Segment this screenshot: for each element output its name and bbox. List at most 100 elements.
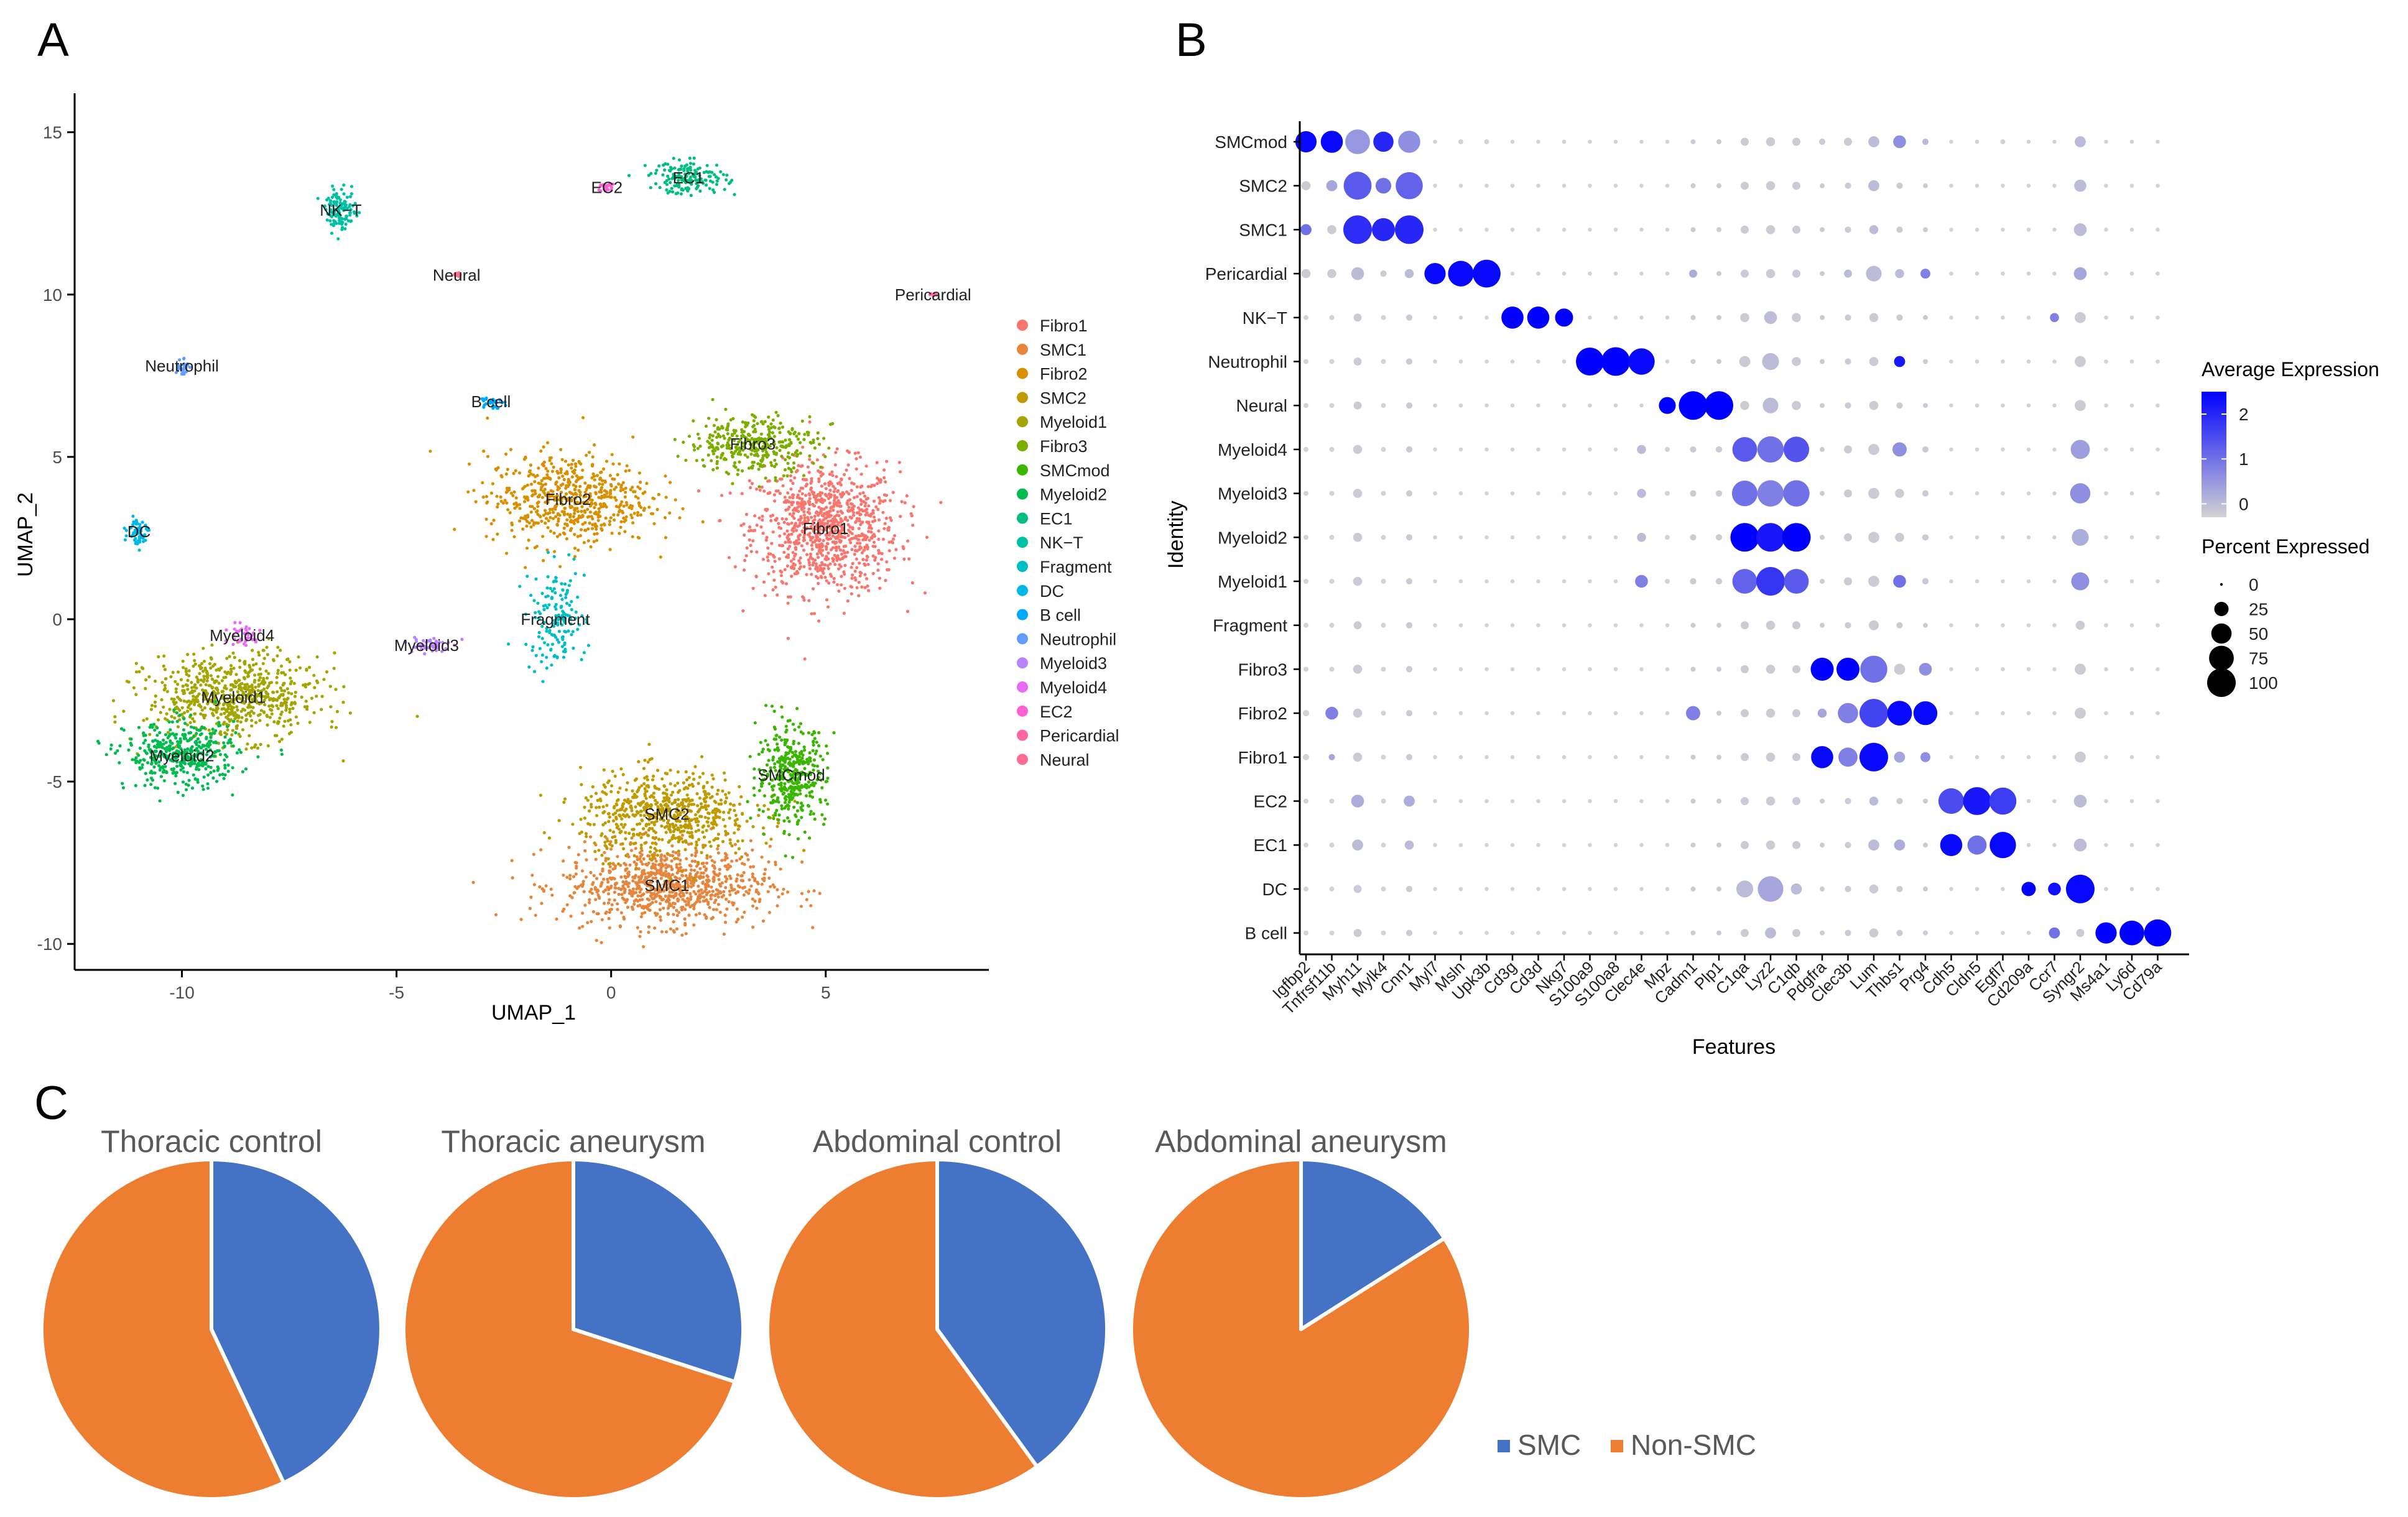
umap-point bbox=[850, 585, 854, 589]
umap-point bbox=[652, 791, 655, 795]
umap-point bbox=[867, 522, 871, 525]
umap-point bbox=[619, 486, 623, 489]
umap-point bbox=[727, 791, 731, 795]
umap-point bbox=[729, 877, 733, 880]
umap-point bbox=[816, 555, 820, 560]
umap-point bbox=[788, 545, 792, 548]
umap-point bbox=[178, 740, 182, 745]
umap-point bbox=[119, 727, 124, 731]
umap-point bbox=[647, 925, 651, 929]
umap-point bbox=[716, 442, 720, 446]
umap-point bbox=[606, 880, 610, 884]
umap-point bbox=[536, 521, 540, 525]
umap-point bbox=[640, 849, 644, 852]
umap-point bbox=[863, 545, 867, 549]
umap-point bbox=[523, 500, 527, 504]
umap-point bbox=[165, 712, 169, 716]
umap-point bbox=[159, 711, 162, 714]
umap-point bbox=[865, 555, 869, 558]
umap-point bbox=[817, 443, 822, 446]
umap-point bbox=[312, 673, 316, 677]
umap-point bbox=[526, 498, 530, 502]
umap-point bbox=[835, 558, 839, 562]
umap-point bbox=[711, 908, 716, 911]
umap-point bbox=[753, 514, 757, 518]
umap-point bbox=[273, 734, 277, 737]
umap-point bbox=[540, 519, 544, 523]
umap-point bbox=[812, 561, 815, 565]
umap-point bbox=[512, 535, 516, 538]
umap-point bbox=[146, 761, 150, 765]
umap-point bbox=[687, 842, 691, 846]
umap-point bbox=[697, 819, 700, 823]
umap-point bbox=[653, 926, 657, 930]
umap-point bbox=[234, 731, 238, 735]
umap-point bbox=[654, 172, 657, 175]
umap-point bbox=[685, 891, 688, 895]
umap-point bbox=[777, 821, 780, 825]
umap-point bbox=[726, 432, 729, 436]
umap-point bbox=[553, 550, 557, 553]
umap-point bbox=[262, 711, 266, 714]
umap-point bbox=[602, 467, 606, 471]
umap-point bbox=[176, 790, 180, 795]
umap-point bbox=[891, 537, 895, 541]
umap-point bbox=[724, 855, 728, 859]
umap-point bbox=[598, 805, 601, 809]
umap-point bbox=[234, 673, 238, 676]
umap-point bbox=[773, 458, 777, 462]
umap-point bbox=[242, 676, 246, 680]
umap-point bbox=[265, 676, 269, 680]
umap-point bbox=[856, 542, 859, 545]
umap-point bbox=[817, 731, 821, 735]
umap-point bbox=[877, 537, 881, 542]
umap-point bbox=[688, 897, 693, 901]
umap-point bbox=[565, 472, 569, 476]
umap-point bbox=[716, 432, 720, 436]
umap-point bbox=[577, 853, 580, 857]
umap-point bbox=[739, 878, 743, 882]
umap-point bbox=[757, 814, 761, 818]
umap-point bbox=[642, 767, 646, 770]
umap-point bbox=[815, 494, 818, 498]
umap-point bbox=[153, 700, 157, 704]
umap-point bbox=[736, 468, 740, 472]
umap-point bbox=[578, 765, 583, 769]
umap-point bbox=[721, 893, 726, 897]
umap-point bbox=[592, 874, 596, 877]
umap-point bbox=[223, 670, 227, 674]
umap-point bbox=[754, 487, 759, 491]
umap-point bbox=[672, 895, 675, 900]
umap-point bbox=[229, 664, 233, 668]
umap-point bbox=[826, 777, 830, 780]
umap-point bbox=[512, 471, 516, 476]
umap-point bbox=[787, 751, 790, 755]
umap-point bbox=[857, 538, 861, 542]
umap-point bbox=[624, 837, 627, 841]
umap-point bbox=[608, 898, 611, 901]
umap-point bbox=[797, 437, 800, 441]
umap-point bbox=[682, 829, 686, 833]
umap-point bbox=[724, 407, 728, 412]
umap-point bbox=[809, 809, 813, 813]
umap-point bbox=[601, 823, 605, 827]
umap-point bbox=[219, 712, 223, 716]
umap-point bbox=[739, 874, 743, 878]
umap-point bbox=[761, 919, 766, 923]
umap-point bbox=[843, 586, 846, 590]
umap-point bbox=[643, 841, 647, 845]
umap-point bbox=[820, 561, 824, 565]
umap-point bbox=[850, 566, 853, 569]
umap-point bbox=[767, 749, 771, 753]
umap-point bbox=[795, 707, 799, 711]
umap-point bbox=[225, 732, 229, 736]
umap-point bbox=[776, 747, 779, 751]
umap-point bbox=[700, 755, 704, 758]
umap-point bbox=[771, 431, 774, 435]
umap-point bbox=[614, 841, 618, 844]
umap-point bbox=[555, 535, 560, 538]
umap-point bbox=[216, 767, 220, 770]
umap-point bbox=[818, 491, 822, 495]
umap-point bbox=[786, 890, 790, 894]
umap-point bbox=[179, 698, 183, 703]
